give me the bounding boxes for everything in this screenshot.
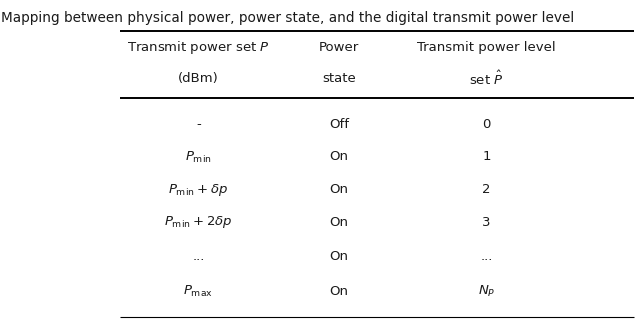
Text: $P_{\mathrm{min}} + 2\delta p$: $P_{\mathrm{min}} + 2\delta p$ <box>164 215 232 230</box>
Text: ...: ... <box>192 250 205 263</box>
Text: $P_{\mathrm{min}} + \delta p$: $P_{\mathrm{min}} + \delta p$ <box>168 182 228 198</box>
Text: On: On <box>330 150 349 164</box>
Text: (dBm): (dBm) <box>178 72 219 85</box>
Text: On: On <box>330 216 349 229</box>
Text: $P_{\mathrm{min}}$: $P_{\mathrm{min}}$ <box>185 149 212 164</box>
Text: state: state <box>323 72 356 85</box>
Text: Transmit power level: Transmit power level <box>417 41 556 54</box>
Text: set $\hat{P}$: set $\hat{P}$ <box>469 69 504 88</box>
Text: -: - <box>196 118 201 131</box>
Text: 0: 0 <box>482 118 491 131</box>
Text: Power: Power <box>319 41 359 54</box>
Text: On: On <box>330 284 349 298</box>
Text: Transmit power set $P$: Transmit power set $P$ <box>127 39 269 56</box>
Text: 3: 3 <box>482 216 491 229</box>
Text: 2: 2 <box>482 183 491 196</box>
Text: ...: ... <box>480 250 493 263</box>
Text: On: On <box>330 183 349 196</box>
Text: $N_{P}$: $N_{P}$ <box>477 284 495 299</box>
Text: $P_{\mathrm{max}}$: $P_{\mathrm{max}}$ <box>184 284 213 299</box>
Text: Off: Off <box>329 118 349 131</box>
Text: Mapping between physical power, power state, and the digital transmit power leve: Mapping between physical power, power st… <box>1 11 575 26</box>
Text: On: On <box>330 250 349 263</box>
Text: 1: 1 <box>482 150 491 164</box>
